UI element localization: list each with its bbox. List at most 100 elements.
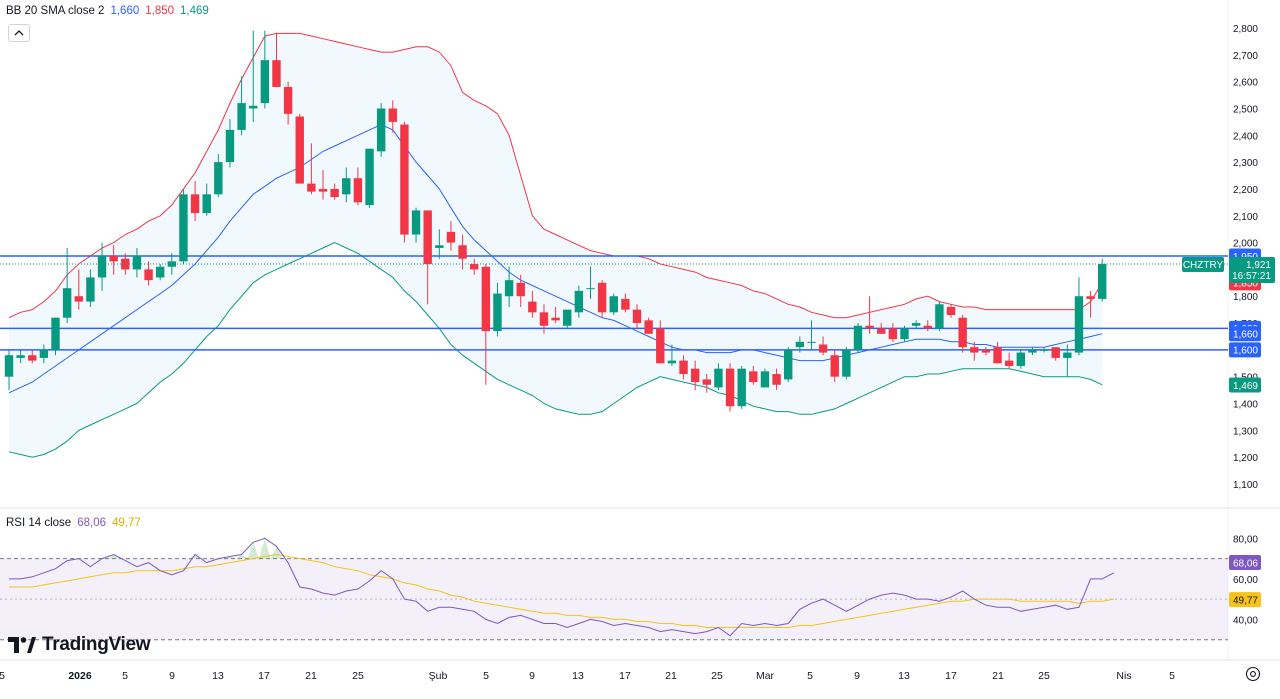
candle[interactable]	[1004, 352, 1014, 369]
candle[interactable]	[295, 113, 304, 184]
candle[interactable]	[679, 355, 688, 380]
candle[interactable]	[737, 365, 746, 409]
candle[interactable]	[1028, 347, 1037, 356]
candle[interactable]	[516, 274, 525, 307]
candle[interactable]	[760, 368, 770, 388]
candle[interactable]	[411, 207, 421, 243]
candle[interactable]	[16, 349, 25, 364]
candle[interactable]	[423, 210, 432, 305]
candle[interactable]	[702, 374, 711, 393]
candle[interactable]	[842, 347, 851, 380]
candle[interactable]	[597, 280, 607, 318]
candle[interactable]	[237, 76, 246, 136]
candle[interactable]	[632, 304, 642, 329]
candle[interactable]	[376, 103, 386, 157]
candle[interactable]	[155, 264, 165, 281]
candle[interactable]	[958, 315, 967, 353]
candle[interactable]	[365, 148, 374, 208]
candle[interactable]	[214, 154, 223, 197]
candle[interactable]	[388, 100, 397, 133]
candle[interactable]	[446, 221, 456, 251]
candle[interactable]	[249, 30, 258, 122]
candle[interactable]	[1098, 258, 1107, 302]
candle[interactable]	[539, 304, 549, 334]
candle[interactable]	[493, 282, 502, 337]
candle[interactable]	[28, 349, 37, 364]
candle[interactable]	[923, 320, 932, 332]
candle[interactable]	[342, 167, 351, 203]
candle[interactable]	[656, 320, 665, 364]
candle[interactable]	[1063, 344, 1072, 377]
candle[interactable]	[667, 344, 677, 366]
candle[interactable]	[225, 119, 235, 168]
candle[interactable]	[877, 323, 886, 334]
candle[interactable]	[1086, 290, 1095, 318]
candle[interactable]	[818, 336, 828, 356]
candle[interactable]	[772, 368, 781, 391]
candle[interactable]	[981, 347, 991, 356]
candle[interactable]	[190, 180, 200, 222]
candle[interactable]	[725, 363, 735, 412]
candle[interactable]	[528, 290, 537, 318]
bb-legend[interactable]: BB 20 SMA close 2 1,660 1,850 1,469	[6, 5, 209, 17]
candle[interactable]	[865, 296, 874, 334]
candle[interactable]	[795, 336, 805, 353]
tradingview-logo[interactable]: TradingView	[8, 634, 151, 656]
candle[interactable]	[202, 183, 211, 216]
candle[interactable]	[318, 170, 328, 200]
candle[interactable]	[1051, 347, 1060, 361]
candle[interactable]	[1039, 347, 1049, 353]
candle[interactable]	[935, 301, 944, 332]
candle[interactable]	[690, 360, 700, 391]
candle[interactable]	[714, 363, 723, 391]
candle[interactable]	[353, 167, 363, 206]
candle[interactable]	[946, 304, 956, 318]
candle[interactable]	[551, 306, 560, 324]
rsi-legend[interactable]: RSI 14 close 68,06 49,77	[6, 517, 141, 529]
candle[interactable]	[830, 349, 839, 383]
candle[interactable]	[307, 143, 316, 195]
candle[interactable]	[144, 261, 153, 286]
candle[interactable]	[109, 245, 118, 275]
candle[interactable]	[888, 323, 898, 342]
settings-gear-icon[interactable]	[1245, 666, 1261, 682]
candle[interactable]	[179, 188, 188, 265]
candle[interactable]	[470, 258, 479, 275]
candle[interactable]	[330, 183, 339, 200]
candle[interactable]	[970, 341, 979, 361]
candle[interactable]	[86, 269, 95, 307]
candle[interactable]	[586, 266, 595, 299]
candle[interactable]	[609, 293, 618, 316]
candle[interactable]	[563, 309, 572, 329]
candle[interactable]	[62, 247, 72, 324]
candle[interactable]	[807, 320, 816, 350]
candle[interactable]	[900, 325, 909, 342]
candle[interactable]	[400, 121, 409, 243]
candle[interactable]	[74, 269, 83, 310]
candle[interactable]	[911, 320, 921, 329]
candle[interactable]	[260, 30, 270, 109]
candle[interactable]	[784, 347, 793, 383]
candle[interactable]	[504, 266, 514, 307]
candle[interactable]	[993, 341, 1002, 364]
candle[interactable]	[272, 33, 281, 88]
candle[interactable]	[1074, 277, 1084, 356]
candle[interactable]	[97, 242, 107, 291]
collapse-legend-button[interactable]	[8, 24, 30, 42]
candle[interactable]	[749, 365, 758, 385]
candle[interactable]	[132, 247, 142, 278]
candle[interactable]	[435, 229, 444, 259]
candle[interactable]	[481, 264, 491, 385]
candle[interactable]	[1016, 349, 1026, 369]
candle[interactable]	[121, 253, 130, 275]
candle[interactable]	[574, 285, 584, 318]
candle[interactable]	[51, 317, 60, 356]
candle[interactable]	[4, 349, 14, 391]
candle[interactable]	[621, 293, 630, 313]
candle[interactable]	[853, 323, 863, 353]
candle[interactable]	[283, 81, 293, 125]
candle[interactable]	[644, 317, 653, 334]
candle[interactable]	[39, 344, 49, 364]
